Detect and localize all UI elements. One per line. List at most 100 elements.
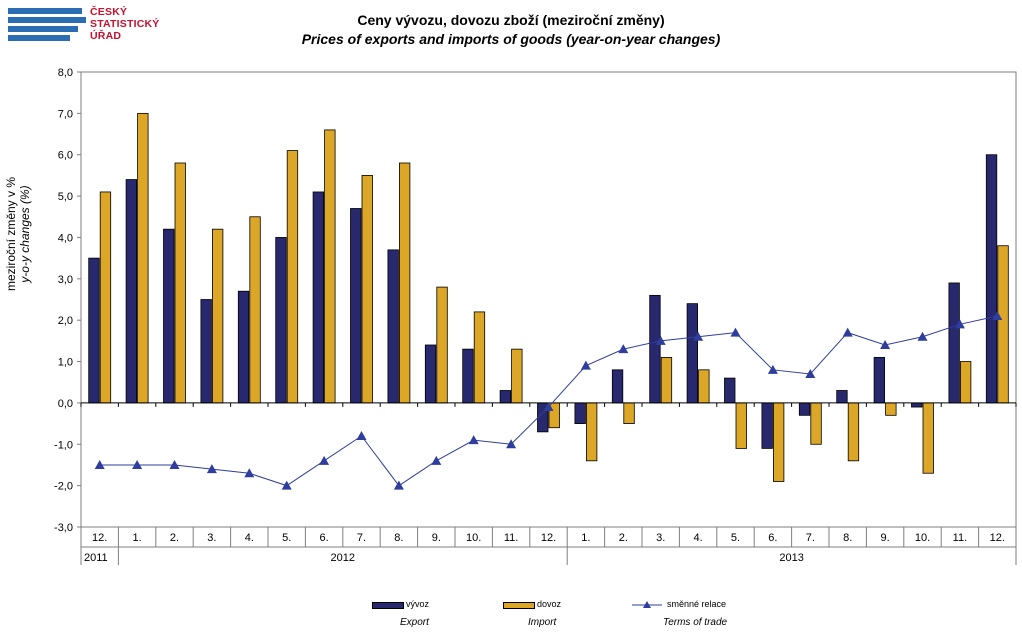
terms-of-trade-marker (132, 459, 143, 469)
terms-of-trade-marker (917, 331, 928, 341)
category-label: 8. (843, 532, 852, 544)
bar-export (275, 237, 287, 404)
bar-import (99, 191, 112, 404)
bar-import (473, 311, 486, 404)
bar-import (398, 162, 411, 404)
category-label: 4. (245, 532, 254, 544)
bar-export (125, 179, 137, 404)
bar-export (761, 402, 773, 449)
bar-export (911, 402, 923, 408)
year-label: 2012 (331, 552, 355, 564)
bar-import (847, 402, 860, 462)
category-label: 6. (320, 532, 329, 544)
bar-export (237, 290, 250, 404)
category-label: 11. (953, 532, 967, 544)
y-tick-label: -3,0 (54, 522, 73, 534)
bar-export (499, 390, 512, 404)
category-label: 1. (581, 532, 590, 544)
czso-logo: ČESKÝ STATISTICKÝ ÚŘAD (8, 6, 168, 48)
category-label: 11. (504, 532, 518, 544)
bar-export (163, 228, 175, 404)
terms-of-trade-marker (281, 480, 292, 490)
terms-of-trade-marker (618, 344, 629, 354)
logo-text: ČESKÝ STATISTICKÝ ÚŘAD (90, 6, 159, 42)
logo-stripe (8, 8, 82, 14)
year-label: 2013 (779, 552, 803, 564)
y-tick-label: 0,0 (58, 398, 73, 410)
category-label: 5. (282, 532, 291, 544)
bar-import (735, 402, 747, 449)
bar-import (586, 402, 598, 462)
bar-import (885, 402, 897, 416)
bar-export (836, 390, 848, 404)
bar-import (436, 286, 448, 404)
bar-export (985, 154, 998, 404)
chart-title-en: Prices of exports and imports of goods (… (301, 31, 721, 47)
bar-import (211, 228, 224, 404)
y-tick-label: 4,0 (58, 232, 73, 244)
y-tick-label: 1,0 (58, 357, 73, 369)
category-label: 1. (133, 532, 142, 544)
terms-of-trade-marker (393, 480, 404, 490)
terms-of-trade-marker (356, 431, 367, 440)
y-tick-label: -1,0 (54, 439, 73, 451)
bar-import (922, 402, 934, 474)
y-tick-label: 5,0 (58, 191, 73, 203)
bar-import (137, 112, 149, 404)
category-label: 9. (881, 532, 890, 544)
category-label: 6. (768, 532, 777, 544)
terms-of-trade-marker (94, 459, 105, 469)
logo-stripe (8, 17, 86, 23)
bar-import (623, 402, 635, 424)
category-label: 12. (541, 532, 556, 544)
category-label: 12. (92, 532, 107, 544)
bar-export (724, 377, 736, 404)
terms-of-trade-marker (992, 311, 1003, 321)
logo-stripe (8, 35, 70, 41)
year-label: 2011 (84, 552, 108, 564)
category-label: 9. (432, 532, 441, 544)
terms-of-trade-marker (805, 368, 816, 378)
y-tick-label: 3,0 (58, 274, 73, 286)
terms-of-trade-line (99, 315, 998, 487)
category-label: 7. (357, 532, 366, 544)
terms-of-trade-marker (954, 319, 965, 329)
bar-export (873, 357, 885, 404)
category-label: 4. (694, 532, 703, 544)
bar-export (798, 402, 811, 416)
bar-import (324, 129, 336, 404)
terms-of-trade-marker (468, 435, 479, 445)
y-tick-label: 7,0 (58, 108, 73, 120)
category-label: 10. (466, 532, 481, 544)
terms-of-trade-marker (655, 335, 666, 345)
bar-export (387, 249, 399, 404)
bar-import (810, 402, 822, 445)
terms-of-trade-marker (767, 364, 778, 374)
bar-import (174, 162, 186, 404)
category-label: 3. (207, 532, 216, 544)
category-label: 8. (394, 532, 403, 544)
logo-line: ČESKÝ (90, 6, 128, 18)
logo-line: ÚŘAD (90, 30, 122, 42)
terms-of-trade-marker (169, 459, 180, 469)
category-label: 10. (915, 532, 930, 544)
category-label: 7. (806, 532, 815, 544)
category-label: 3. (656, 532, 665, 544)
bar-import (698, 369, 710, 404)
y-tick-label: -2,0 (54, 481, 73, 493)
bar-export (462, 348, 474, 404)
category-label: 2. (170, 532, 179, 544)
bar-export (611, 369, 624, 404)
bar-import (511, 348, 523, 404)
bar-import (361, 175, 373, 404)
legend-swatch-terms-marker (643, 601, 651, 608)
bar-export (574, 402, 586, 424)
bar-export (424, 344, 437, 404)
terms-of-trade-marker (506, 439, 517, 449)
terms-of-trade-marker (880, 340, 891, 349)
y-tick-label: 8,0 (58, 67, 73, 79)
bar-export (350, 208, 362, 404)
logo-line: STATISTICKÝ (90, 18, 160, 30)
category-label: 5. (731, 532, 740, 544)
